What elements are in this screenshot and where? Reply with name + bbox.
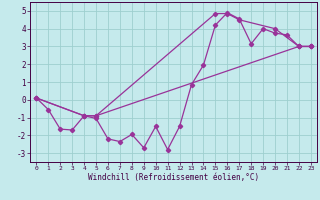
X-axis label: Windchill (Refroidissement éolien,°C): Windchill (Refroidissement éolien,°C): [88, 173, 259, 182]
